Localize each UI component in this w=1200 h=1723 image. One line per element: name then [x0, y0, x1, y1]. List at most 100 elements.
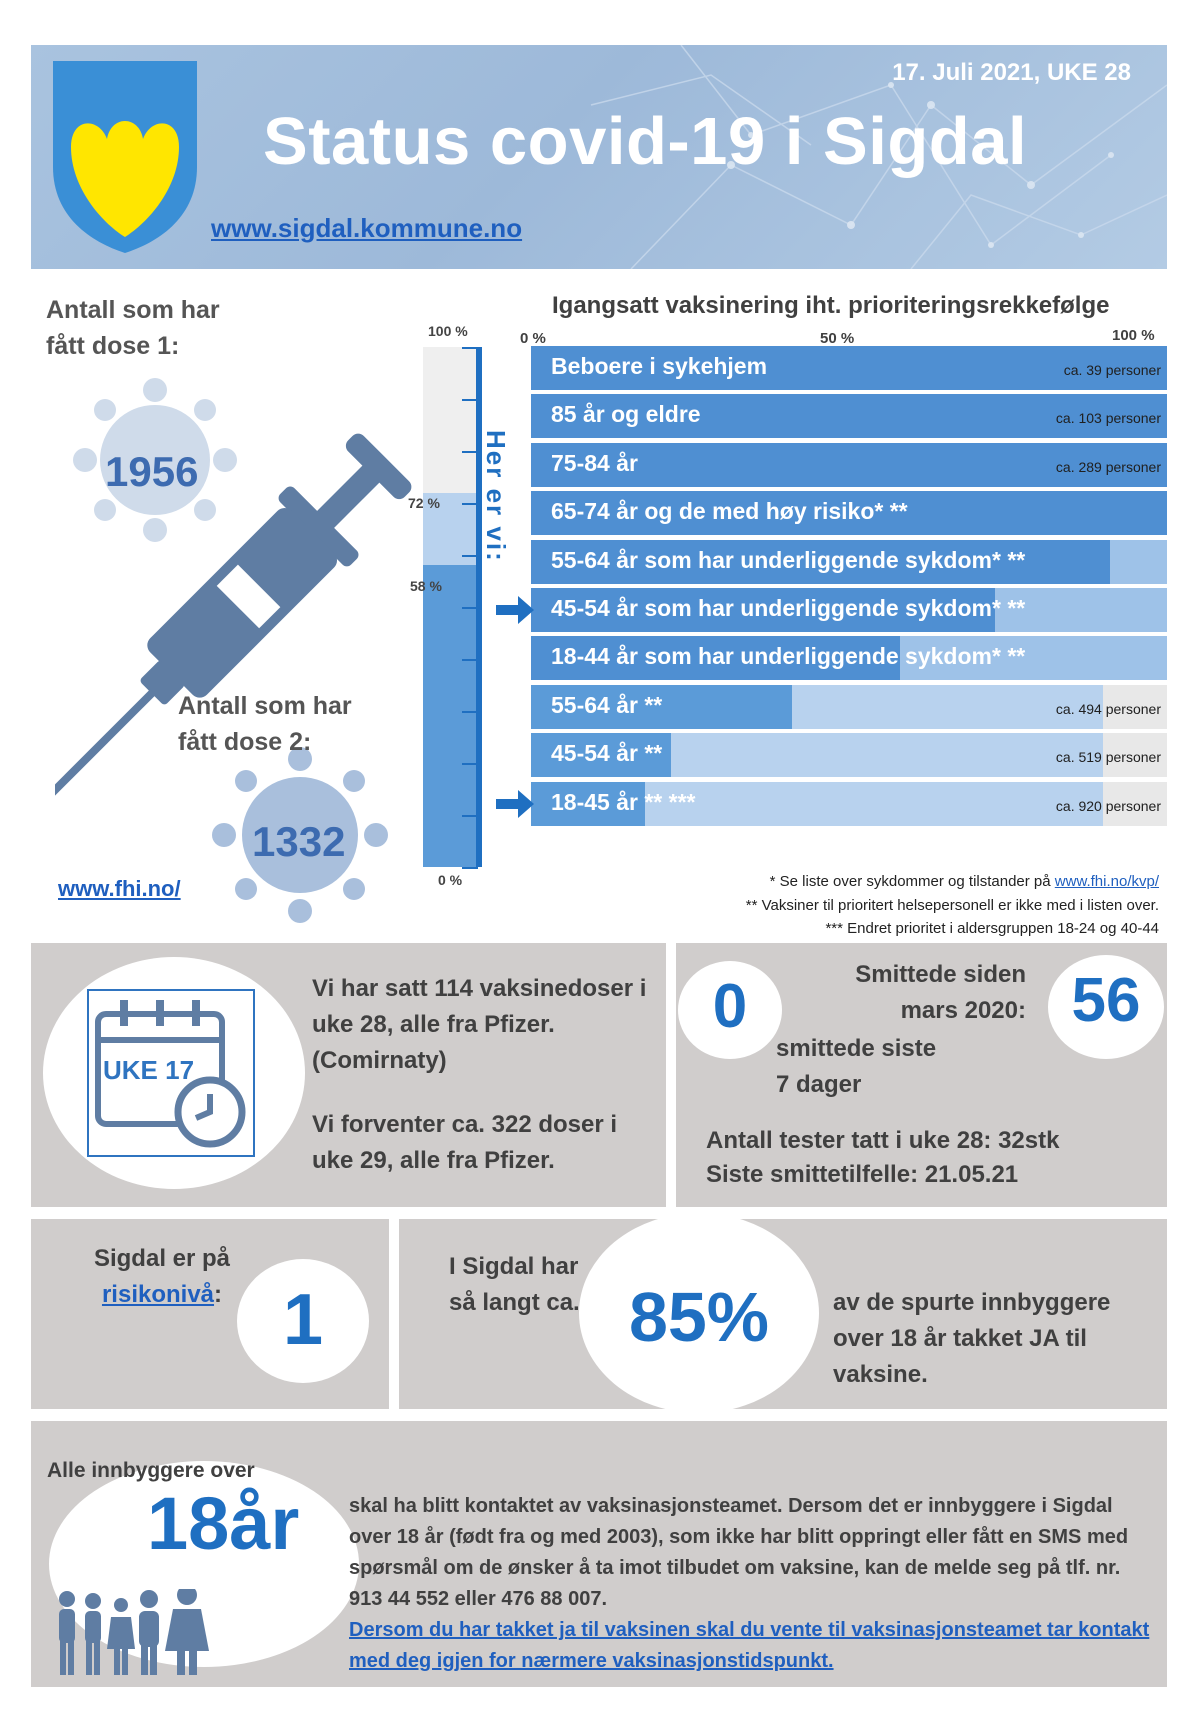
dose2-label: Antall som har fått dose 2:	[178, 692, 352, 756]
last7-circle	[678, 961, 782, 1059]
last-case-text: Siste smittetilfelle: 21.05.21	[706, 1161, 1019, 1188]
priority-row-label: 45-54 år som har underliggende sykdom* *…	[551, 595, 1026, 621]
acceptance-suffix: av de spurte innbyggere over 18 år takke…	[833, 1289, 1111, 1388]
municipality-website-link[interactable]: www.sigdal.kommune.no	[211, 213, 523, 243]
priority-row-label: 55-64 år som har underliggende sykdom* *…	[551, 546, 1026, 573]
priority-row-progress	[531, 733, 671, 778]
gauge-axis	[476, 347, 482, 867]
priority-row-count: ca. 39 personer	[1063, 362, 1161, 378]
tests-text: Antall tester tatt i uke 28: 32stk	[706, 1127, 1060, 1154]
footnote-1: * Se liste over sykdommer og tilstander …	[769, 873, 1159, 890]
priority-row-progress	[531, 636, 900, 681]
priority-row: 85 år og eldre ca. 103 personer	[531, 394, 1167, 439]
page-title: Status covid-19 i Sigdal	[263, 104, 1028, 179]
axis-tick-100: 100 %	[1112, 327, 1155, 344]
infections-panel: 0 smittede siste 7 dager Smittede siden …	[676, 943, 1167, 1207]
priority-row-progress	[531, 781, 646, 826]
priority-row-label: 65-74 år og de med høy risiko* **	[551, 498, 908, 525]
gauge-label-100: 100 %	[428, 323, 468, 339]
contact-link[interactable]: Dersom du har takket ja til vaksinen ska…	[349, 1619, 1150, 1672]
risk-circle	[237, 1259, 369, 1383]
fhi-link[interactable]: www.fhi.no/	[58, 876, 181, 901]
priority-row-progress	[531, 491, 1167, 536]
axis-tick-50: 50 %	[820, 330, 855, 347]
priority-row-progress	[531, 588, 996, 632]
priority-row-progress	[531, 442, 1167, 487]
dose2-count: 1332	[252, 818, 346, 865]
risk-level-link[interactable]: risikonivå	[101, 1281, 215, 1308]
since-march-circle	[1048, 955, 1164, 1059]
priority-row: 45-54 år ** ca. 519 personer	[531, 733, 1167, 778]
gauge-tick	[462, 607, 478, 609]
risk-label: Sigdal er på risikonivå:	[93, 1245, 231, 1308]
contact-text: skal ha blitt kontaktet av vaksinasjonst…	[349, 1495, 1129, 1610]
contact-lead: Alle innbyggere over	[47, 1459, 255, 1482]
priority-row-count: ca. 920 personer	[1055, 797, 1161, 814]
priority-row-count: ca. 289 personer	[1055, 458, 1161, 475]
report-date: 17. Juli 2021, UKE 28	[892, 59, 1131, 86]
priority-row-label: 45-54 år **	[551, 740, 663, 767]
virus-icon	[212, 747, 388, 923]
priority-row: 18-44 år som har underliggende sykdom* *…	[531, 636, 1167, 681]
acceptance-circle	[579, 1219, 819, 1409]
header-banner: 17. Juli 2021, UKE 28 Status covid-19 i …	[31, 45, 1167, 269]
doses-given-text: Vi har satt 114 vaksinedoser i uke 28, a…	[312, 975, 647, 1074]
priority-chart-title: Igangsatt vaksinering iht. prioriterings…	[552, 292, 1110, 319]
priority-row-partial	[791, 684, 1104, 729]
gauge-label-58: 58 %	[410, 578, 442, 594]
priority-row: 65-74 år og de med høy risiko* **	[531, 491, 1167, 536]
gauge-label-0: 0 %	[438, 872, 463, 888]
priority-row-progress	[531, 539, 1110, 584]
priority-row-label: 55-64 år **	[551, 691, 663, 718]
acceptance-panel: I Sigdal har så langt ca. 85% av de spur…	[399, 1219, 1167, 1409]
acceptance-value: 85%	[628, 1278, 770, 1356]
kvp-link[interactable]: www.fhi.no/kvp/	[1054, 873, 1159, 890]
gauge-fill-dose2	[423, 565, 481, 867]
contact-age: 18år	[147, 1482, 300, 1565]
since-march-value: 56	[1071, 966, 1141, 1035]
risk-panel: Sigdal er på risikonivå: 1	[31, 1219, 389, 1409]
dose1-count: 1956	[105, 448, 199, 495]
priority-row: 55-64 år som har underliggende sykdom* *…	[531, 539, 1167, 584]
gauge-tick	[462, 763, 478, 765]
priority-row-progress	[531, 394, 1167, 439]
virus-icon	[73, 378, 237, 542]
doses-expected-text: Vi forventer ca. 322 doser i uke 29, all…	[312, 1111, 618, 1174]
gauge-tick	[462, 399, 478, 401]
dose1-label: Antall som har fått dose 1:	[46, 296, 220, 360]
gauge-tick	[462, 867, 478, 869]
arrow-right-icon	[496, 596, 534, 624]
risk-value: 1	[282, 1280, 324, 1360]
priority-row: 45-54 år som har underliggende sykdom* *…	[531, 588, 1167, 632]
priority-row: 55-64 år ** ca. 494 personer	[531, 684, 1167, 729]
priority-row-count: ca. 103 personer	[1055, 410, 1161, 427]
last7-value: 0	[712, 972, 748, 1041]
gauge-tick	[462, 555, 478, 557]
priority-row-count: ca. 519 personer	[1055, 749, 1161, 766]
priority-row: 18-45 år ** *** ca. 920 personer	[531, 781, 1167, 826]
priority-row: Beboere i sykehjem ca. 39 personer	[531, 346, 1167, 390]
priority-row-label: Beboere i sykehjem	[551, 353, 768, 379]
gauge-tick	[462, 815, 478, 817]
priority-row-partial	[670, 733, 1104, 778]
since-march-label: Smittede siden mars 2020:	[855, 961, 1026, 1024]
calendar-clock-icon	[87, 989, 255, 1157]
calendar-week-label: UKE 17	[103, 1055, 195, 1085]
priority-row-label: 85 år og eldre	[551, 401, 701, 428]
last7-label: smittede siste 7 dager	[776, 1035, 937, 1098]
sigdal-crest-icon	[53, 61, 197, 253]
network-pattern	[590, 45, 1167, 269]
family-icon	[59, 1589, 209, 1675]
gauge-tick	[462, 711, 478, 713]
priority-row-count: ca. 494 personer	[1055, 700, 1161, 717]
gauge-tick	[462, 451, 478, 453]
axis-tick-0: 0 %	[520, 330, 546, 347]
acceptance-prefix: I Sigdal har så langt ca.	[449, 1253, 580, 1316]
vaccine-doses-panel: UKE 17 Vi har satt 114 vaksinedoser i uk…	[31, 943, 666, 1207]
contact-panel: Alle innbyggere over 18år skal ha blitt …	[31, 1421, 1167, 1687]
priority-row: 75-84 år ca. 289 personer	[531, 442, 1167, 487]
arrow-right-icon	[496, 789, 534, 818]
priority-row-label: 18-45 år ** ***	[551, 788, 696, 815]
priority-row-progress	[531, 346, 1167, 390]
footnote-3: *** Endret prioritet i aldersgruppen 18-…	[825, 920, 1159, 937]
